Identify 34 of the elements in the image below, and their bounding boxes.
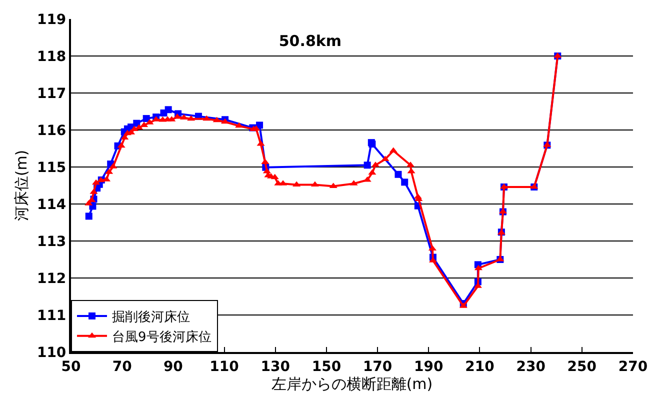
x-tick-label: 90	[163, 358, 184, 375]
y-tick-label: 119	[36, 12, 66, 28]
x-tick-label: 170	[362, 358, 392, 375]
y-tick-label: 110	[36, 344, 66, 361]
y-tick-label: 112	[36, 270, 66, 287]
text: 50.8km	[278, 32, 342, 50]
y-tick-label: 117	[36, 86, 66, 102]
x-tick-label: 230	[516, 358, 546, 375]
x-tick-label: 50	[61, 358, 81, 375]
y-tick-label: 115	[36, 160, 66, 176]
y-axis-title: 河床位(m)	[12, 150, 31, 222]
x-tick-label: 130	[260, 358, 290, 375]
y-tick-label: 114	[36, 196, 66, 213]
x-tick-label: 110	[210, 358, 240, 375]
y-tick-label: 116	[36, 122, 66, 139]
legend-label: 掘削後河床位	[112, 310, 190, 326]
y-tick-label: 118	[36, 48, 66, 65]
x-tick-label: 150	[312, 358, 342, 375]
point	[164, 106, 172, 114]
y-tick-label: 111	[36, 308, 66, 324]
point	[256, 122, 264, 129]
point	[364, 162, 371, 169]
legend-label: 台風9号後河床位	[112, 330, 212, 345]
x-tick-label: 70	[112, 358, 132, 375]
point	[401, 178, 408, 186]
x-tick-label: 270	[618, 358, 648, 375]
point	[394, 170, 402, 178]
x-tick-label: 190	[414, 358, 444, 375]
y-tick-label: 113	[36, 234, 66, 250]
x-tick-label: 210	[465, 358, 495, 375]
point	[85, 212, 92, 220]
x-tick-label: 250	[567, 358, 597, 375]
point	[142, 115, 150, 122]
x-axis-title: 左岸からの横断距離(m)	[271, 374, 433, 393]
